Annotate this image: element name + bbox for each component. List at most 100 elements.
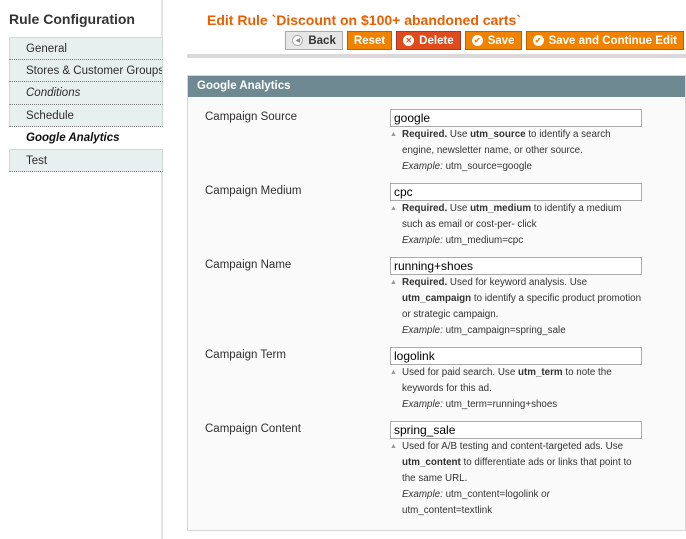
note-line: Example: utm_term=running+shoes xyxy=(402,397,682,413)
note-lines: Used for A/B testing and content-targete… xyxy=(402,439,682,519)
campaign-content-input[interactable] xyxy=(390,421,642,439)
note-text: Use xyxy=(447,203,471,214)
note-text: to identify a medium xyxy=(531,203,622,214)
note-text: utm_source=google xyxy=(442,161,532,172)
note-line: Used for A/B testing and content-targete… xyxy=(402,439,682,455)
note-text: or strategic campaign. xyxy=(402,309,499,320)
back-label: Back xyxy=(308,34,336,47)
delete-label: Delete xyxy=(419,34,454,47)
note-line: Example: utm_campaign=spring_sale xyxy=(402,323,682,339)
campaign-name-label: Campaign Name xyxy=(205,259,292,271)
campaign-term-label: Campaign Term xyxy=(205,349,286,361)
campaign-term-input[interactable] xyxy=(390,347,642,365)
save-continue-label: Save and Continue Edit xyxy=(548,34,677,47)
campaign-content-label: Campaign Content xyxy=(205,423,301,435)
note-lines: Required. Used for keyword analysis. Use… xyxy=(402,275,682,339)
sidebar-tab-stores-customer-groups[interactable]: Stores & Customer Groups xyxy=(9,59,163,82)
note-line: Required. Use utm_source to identify a s… xyxy=(402,127,682,143)
sidebar-tab-google-analytics[interactable]: Google Analytics xyxy=(9,127,163,150)
sidebar-tab-general[interactable]: General xyxy=(9,37,163,60)
save-and-continue-button[interactable]: ✔ Save and Continue Edit xyxy=(525,31,684,50)
note-lines: Required. Use utm_medium to identify a m… xyxy=(402,201,682,249)
note-line: engine, newsletter name, or other source… xyxy=(402,143,682,159)
note-text: utm_medium xyxy=(470,203,532,214)
sidebar: Rule Configuration General Stores & Custo… xyxy=(0,0,163,539)
note-text: Example: xyxy=(402,399,443,410)
note-line: Example: utm_medium=cpc xyxy=(402,233,682,249)
campaign-source-note: ▲ Required. Use utm_source to identify a … xyxy=(390,127,682,175)
sidebar-tabs: General Stores & Customer Groups Condition… xyxy=(9,37,163,172)
campaign-name-note: ▲ Required. Used for keyword analysis. Us… xyxy=(390,275,682,339)
delete-button[interactable]: ✕ Delete xyxy=(396,31,461,50)
note-text: to identify a search xyxy=(525,129,611,140)
reset-label: Reset xyxy=(353,34,386,47)
note-line: or strategic campaign. xyxy=(402,307,682,323)
triangle-icon: ▲ xyxy=(390,205,397,212)
sidebar-tab-conditions[interactable]: Conditions xyxy=(9,82,163,105)
campaign-content-note: ▲ Used for A/B testing and content-target… xyxy=(390,439,682,519)
note-text: or xyxy=(541,489,550,500)
sidebar-tab-schedule[interactable]: Schedule xyxy=(9,104,163,127)
divider xyxy=(187,54,686,58)
note-line: Example: utm_content=logolink or xyxy=(402,487,682,503)
delete-x-icon: ✕ xyxy=(403,35,415,46)
note-text: utm_campaign=spring_sale xyxy=(442,325,566,336)
note-text: utm_content xyxy=(402,457,461,468)
triangle-icon: ▲ xyxy=(390,279,397,286)
page-title: Edit Rule `Discount on $100+ abandoned c… xyxy=(207,12,521,28)
note-text: utm_content=textlink xyxy=(402,505,493,516)
note-text: utm_source xyxy=(470,129,526,140)
note-line: Used for paid search. Use utm_term to no… xyxy=(402,365,682,381)
campaign-name-input[interactable] xyxy=(390,257,642,275)
note-text: utm_term=running+shoes xyxy=(442,399,558,410)
note-text: the same URL. xyxy=(402,473,468,484)
note-text: Example: xyxy=(402,161,443,172)
note-text: utm_content=logolink xyxy=(442,489,542,500)
note-text: Used for paid search. Use xyxy=(402,367,518,378)
triangle-icon: ▲ xyxy=(390,131,397,138)
note-lines: Required. Use utm_source to identify a s… xyxy=(402,127,682,175)
note-text: Required. xyxy=(402,203,448,214)
note-text: such as email or cost-per- click xyxy=(402,219,537,230)
note-lines: Used for paid search. Use utm_term to no… xyxy=(402,365,682,413)
note-line: the same URL. xyxy=(402,471,682,487)
sidebar-tab-test[interactable]: Test xyxy=(9,149,163,172)
note-line: utm_campaign to identify a specific prod… xyxy=(402,291,682,307)
campaign-source-input[interactable] xyxy=(390,109,642,127)
toolbar: ◀ Back Reset ✕ Delete ✔ Save ✔ Save and Cont… xyxy=(285,31,684,50)
note-text: Use xyxy=(447,129,471,140)
note-text: Used for keyword analysis. Use xyxy=(447,277,588,288)
check-icon: ✔ xyxy=(532,35,544,46)
note-text: Used for A/B testing and content-targete… xyxy=(402,441,624,452)
triangle-icon: ▲ xyxy=(390,369,397,376)
campaign-medium-label: Campaign Medium xyxy=(205,185,302,197)
note-text: Example: xyxy=(402,325,443,336)
note-line: utm_content=textlink xyxy=(402,503,682,519)
campaign-medium-input[interactable] xyxy=(390,183,642,201)
campaign-medium-note: ▲ Required. Use utm_medium to identify a … xyxy=(390,201,682,249)
note-line: Required. Used for keyword analysis. Use xyxy=(402,275,682,291)
save-button[interactable]: ✔ Save xyxy=(464,31,522,50)
note-text: utm_medium=cpc xyxy=(442,235,524,246)
note-text: Example: xyxy=(402,235,443,246)
campaign-term-note: ▲ Used for paid search. Use utm_term to n… xyxy=(390,365,682,413)
note-text: to identify a specific product promotion xyxy=(471,293,642,304)
note-text: to differentiate ads or links that point… xyxy=(460,457,632,468)
note-line: utm_content to differentiate ads or link… xyxy=(402,455,682,471)
note-text: Required. xyxy=(402,277,448,288)
back-button[interactable]: ◀ Back xyxy=(285,31,343,50)
campaign-source-label: Campaign Source xyxy=(205,111,298,123)
save-label: Save xyxy=(487,34,515,47)
sidebar-title: Rule Configuration xyxy=(9,11,135,27)
reset-button[interactable]: Reset xyxy=(346,31,393,50)
note-text: keywords for this ad. xyxy=(402,383,492,394)
google-analytics-panel: Google Analytics Campaign Source ▲ Requir… xyxy=(187,75,686,531)
note-text: Example: xyxy=(402,489,443,500)
note-line: Example: utm_source=google xyxy=(402,159,682,175)
back-arrow-icon: ◀ xyxy=(292,35,304,46)
note-text: engine, newsletter name, or other source… xyxy=(402,145,583,156)
note-text: utm_term xyxy=(517,367,563,378)
note-line: such as email or cost-per- click xyxy=(402,217,682,233)
panel-title: Google Analytics xyxy=(188,76,685,97)
note-text: to note the xyxy=(562,367,612,378)
